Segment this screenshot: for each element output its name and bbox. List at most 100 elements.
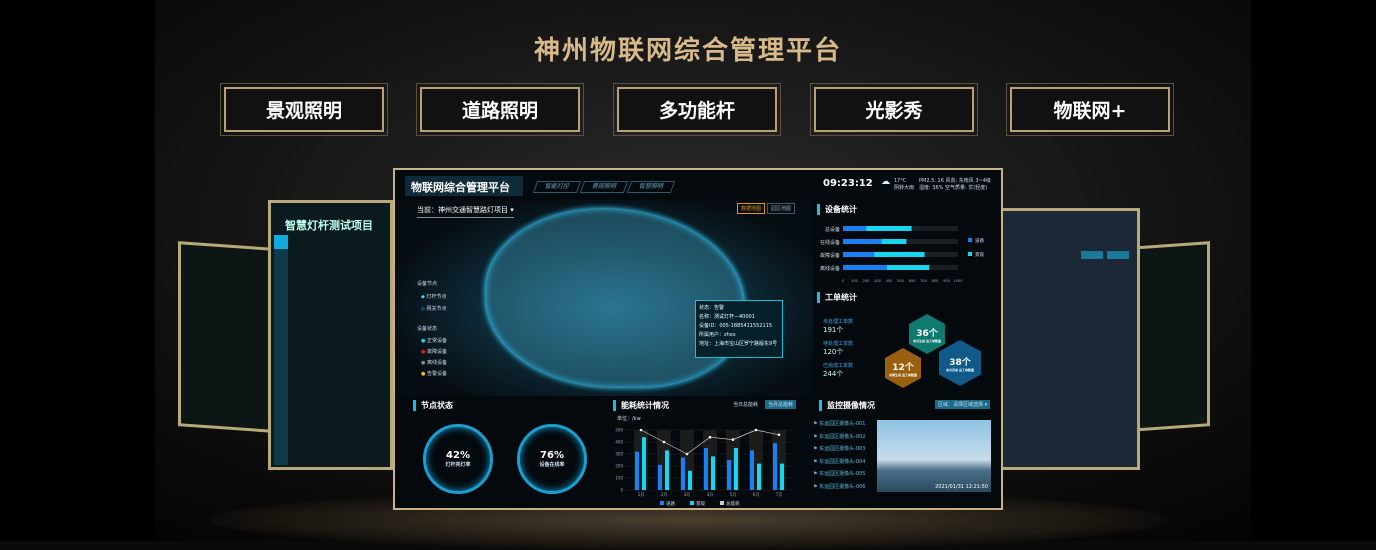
x-tick: 3月 <box>684 492 691 497</box>
legend-swatch <box>968 252 972 256</box>
energy-unit: 单位：/kw <box>617 416 641 422</box>
x-tick: 900 <box>943 279 950 283</box>
category-label: 在线设备 <box>820 239 840 246</box>
bar-景观 <box>780 463 784 490</box>
project-selector[interactable]: 当前：神州交通智慧路灯项目 ▾ <box>417 205 514 218</box>
line-point <box>685 452 689 456</box>
camera-item[interactable]: ⚑ 东运园区摄像头-001 <box>813 421 866 427</box>
gauge-online-rate: 76% 设备在线率 <box>517 424 587 494</box>
camera-item[interactable]: ⚑ 东运园区摄像头-005 <box>813 471 866 477</box>
bar-景观 <box>688 470 692 490</box>
wo-label: 未处理工单数 <box>823 319 854 325</box>
weather-desc: 阴转大雨 <box>894 185 915 191</box>
bar-景观 <box>874 252 925 257</box>
tab-1[interactable]: 景观照明 <box>579 181 629 193</box>
data-map-button[interactable]: 数据地图 <box>737 203 766 214</box>
nav-multi-function-pole[interactable]: 多功能杆 <box>613 83 781 136</box>
left-dark-band <box>0 0 155 541</box>
status-dot-icon: ● <box>421 371 427 377</box>
page-title: 神州物联网综合管理平台 <box>533 36 842 66</box>
side-project-title: 智慧灯杆测试项目 <box>285 219 373 232</box>
camera-feed[interactable]: 2021/01/31 12:21:50 <box>877 420 991 492</box>
x-tick: 600 <box>909 279 916 283</box>
legend-swatch <box>660 501 664 505</box>
hex-monthly-completed: 38个 本月完成 出工单数量 <box>939 340 981 386</box>
add-button[interactable] <box>1107 251 1129 259</box>
legend-offline: 离线设备 <box>426 360 447 366</box>
tab-0[interactable]: 智能灯控 <box>532 181 582 193</box>
device-popup: 状态：告警 名称：测试灯杆—40001 设备ID：005-18854115521… <box>695 300 783 358</box>
dashboard-window: 状态：告警 名称：测试灯杆—40001 设备ID：005-18854115521… <box>393 168 1003 510</box>
x-tick: 200 <box>863 279 870 283</box>
bar-景观 <box>642 437 646 490</box>
humidity: 湿度: 36% <box>919 185 944 191</box>
legend-swatch <box>968 238 972 242</box>
legend-node-title: 设备节点 <box>417 281 438 287</box>
clock: 09:23:12 <box>823 178 873 189</box>
x-tick: 100 <box>851 279 858 283</box>
hex-value: 38个 <box>949 357 971 368</box>
device-stats-title: 设备统计 <box>817 204 857 215</box>
hex-value: 12个 <box>892 362 914 373</box>
wind: 风向: 东南风 3~4级 <box>945 178 991 184</box>
x-tick: 700 <box>920 279 927 283</box>
daily-energy-button[interactable]: 当日总能耗 <box>733 402 759 408</box>
y-tick: 500 <box>615 428 623 433</box>
nav-iot-plus[interactable]: 物联网+ <box>1006 83 1174 136</box>
legend-label: 道路 <box>666 500 675 507</box>
status-dot-icon: ● <box>421 349 427 355</box>
camera-item[interactable]: ⚑ 东运园区摄像头-003 <box>813 446 866 452</box>
camera-item[interactable]: ⚑ 东运园区摄像头-004 <box>813 458 866 465</box>
status-dot-icon: ● <box>421 338 427 344</box>
side-screen-table <box>1000 208 1140 470</box>
popup-status: 状态：告警 <box>699 305 725 311</box>
add-project-button[interactable] <box>1081 251 1103 259</box>
gauge-value: 76% <box>540 450 564 461</box>
status-dot-icon: ● <box>421 360 427 366</box>
wo-value: 244个 <box>823 370 844 378</box>
map-area[interactable]: 状态：告警 名称：测试灯杆—40001 设备ID：005-18854115521… <box>395 200 813 396</box>
line-point <box>731 438 735 441</box>
y-tick: 0 <box>620 488 623 493</box>
region-select-label: 区域：请择区域选择 <box>938 402 984 408</box>
hex-monthly-generated: 36个 本月生成 出工单数量 <box>909 314 945 354</box>
x-tick: 300 <box>874 279 881 283</box>
x-tick: 1月 <box>638 492 645 497</box>
legend-normal: 正常设备 <box>426 338 447 344</box>
pm25: PM2.5: 16 <box>919 178 944 184</box>
region-select[interactable]: 区域：请择区域选择 ▾ <box>935 400 991 409</box>
camera-list: ⚑ 东运园区摄像头-001 ⚑ 东运园区摄像头-002 ⚑ 东运园区摄像头-003 ⚑… <box>813 418 865 493</box>
work-order-list: 未处理工单数 191个 待处理工单数 120个 已完成工单数 244个 <box>823 318 853 378</box>
legend-label: 景观 <box>975 252 984 258</box>
gauge-lamp-rate: 42% 灯杆亮灯率 <box>423 424 493 494</box>
map-toggle: 数据地图 园区地图 <box>737 203 796 214</box>
legend-lamp-node: 灯杆节点 <box>426 294 447 300</box>
popup-device-id: 设备ID：005-1885411552115 <box>699 323 773 329</box>
node-status-title: 节点状态 <box>413 400 453 411</box>
air-info: PM2.5: 16 风向: 东南风 3~4级 湿度: 36% 空气质量: 优(轻… <box>919 178 991 192</box>
legend-status-title: 设备状态 <box>417 326 438 332</box>
park-map-button[interactable]: 园区地图 <box>767 203 796 214</box>
lamp-node-icon: ◆ <box>421 294 427 300</box>
nav-road-lighting[interactable]: 道路照明 <box>416 83 584 136</box>
tool-text-icon[interactable] <box>274 235 288 249</box>
camera-item[interactable]: ⚑ 东运园区摄像头-006 <box>813 483 866 490</box>
nav-light-show[interactable]: 光影秀 <box>810 83 978 136</box>
nav-landscape-lighting[interactable]: 景观照明 <box>220 83 388 136</box>
x-tick: 0 <box>842 279 844 283</box>
wo-label: 已完成工单数 <box>823 363 854 369</box>
monthly-energy-button[interactable]: 当月总能耗 <box>765 400 797 409</box>
bar-道路 <box>843 252 875 257</box>
legend-label: 景观 <box>696 501 705 507</box>
legend-alarm: 告警设备 <box>426 371 447 377</box>
bar-道路 <box>727 460 731 490</box>
gauge-label: 灯杆亮灯率 <box>445 462 471 468</box>
camera-item[interactable]: ⚑ 东运园区摄像头-002 <box>813 433 866 440</box>
bar-景观 <box>881 239 907 244</box>
tab-2[interactable]: 智慧照明 <box>626 181 676 193</box>
hex-label: 本月完成 出工单数量 <box>945 367 975 372</box>
project-label: 当前：神州交通智慧路灯项目 <box>417 206 508 214</box>
right-dark-band <box>1251 0 1376 541</box>
camera-timestamp: 2021/01/31 12:21:50 <box>935 484 988 490</box>
